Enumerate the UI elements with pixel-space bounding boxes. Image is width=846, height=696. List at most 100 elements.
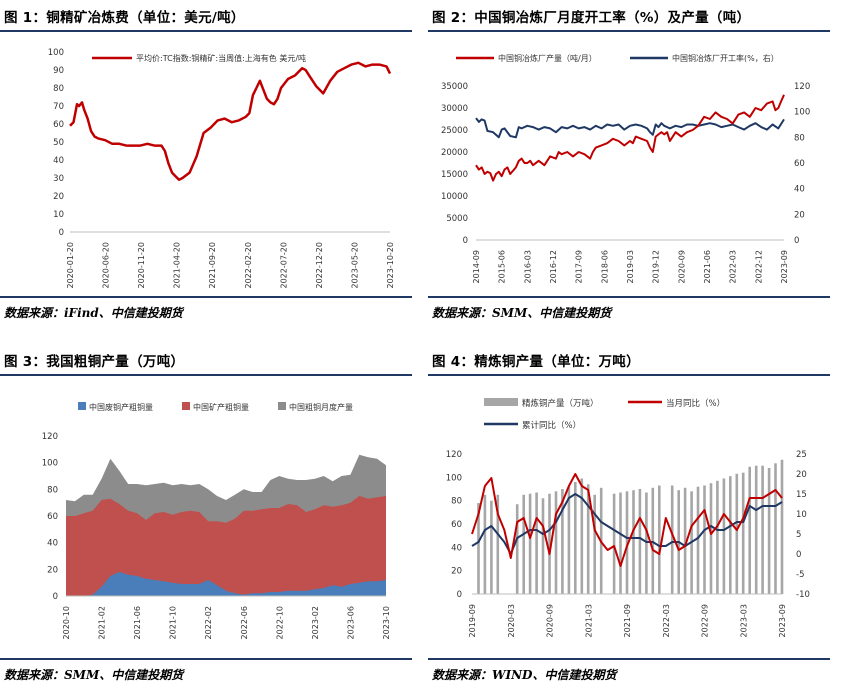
legend-swatch-0 [78,402,86,410]
y-axis-tick-10: 100 [48,48,64,58]
chart-3-blister-copper: 中国废铜产粗铜量 中国矿产粗铜量 中国粗铜月度产量 0 20 40 60 80 100 120 20… [42,402,391,639]
y2-axis-tick-0: -10 [796,590,810,600]
y-axis-tick-0: 0 [59,228,64,238]
panel-2-rule [428,30,830,32]
y-axis-tick-5: 25000 [441,126,468,136]
x-axis-tick-3: 2016-12 [549,250,558,283]
x-axis-tick-4: 2021-09 [623,604,632,637]
bar-43 [780,459,784,594]
panel-3-bottom-rule [0,658,412,660]
bar-36 [735,473,739,594]
series-mom-line [471,473,783,567]
bar-28 [683,487,687,594]
x-axis-tick-6: 2022-09 [701,604,710,637]
y-axis-tick-5: 50 [53,138,64,148]
bar-38 [748,466,751,594]
y-axis-tick-6: 120 [446,450,462,460]
bar-23 [645,492,648,594]
y-axis-tick-4: 20000 [441,148,468,158]
panel-2-title: 图 2：中国铜冶炼厂月度开工率（%）及产量（吨） [432,10,751,26]
bar-34 [722,478,726,594]
y-axis-tick-1: 20 [451,567,462,577]
y2-axis-tick-1: 20 [794,210,805,220]
panel-1-bottom-rule [0,296,412,298]
panel-1-title: 图 1：铜精矿冶炼费（单位：美元/吨） [4,10,245,26]
y-axis-tick-8: 80 [53,84,64,94]
bar-33 [716,480,719,594]
bar-31 [703,485,706,594]
bar-14 [580,478,584,594]
y-axis-tick-1: 10 [53,210,64,220]
panel-2-source: 数据来源：SMM、中信建投期货 [432,306,612,320]
y-axis-tick-2: 40 [451,543,462,553]
series-rate-line [475,117,785,139]
y-axis-tick-6: 60 [53,120,64,130]
panel-3-rule [0,374,412,376]
x-axis-tick-8: 2020-09 [677,250,686,283]
legend-swatch-1 [182,402,190,410]
x-axis-tick-7: 2022-12-20 [315,242,324,289]
x-axis-tick-8: 2023-06 [346,606,355,639]
chart-4-refined-copper: 精炼铜产量（万吨） 当月同比（%）累计同比（%）020406080100120-1… [446,398,810,637]
y2-axis-tick-7: 25 [796,450,807,460]
y2-axis-tick-1: -5 [796,570,804,580]
y-axis-tick-7: 35000 [441,82,468,92]
y2-axis-tick-2: 40 [794,185,805,195]
panel-4-rule [428,374,830,376]
legend-label-output: 中国铜冶炼厂产量（吨/月） [498,53,597,63]
x-axis-tick-6: 2022-10 [275,606,284,639]
x-axis-tick-8: 2023-05-20 [350,242,359,289]
x-axis-tick-2: 2021-06 [133,606,142,639]
legend-label-2: 中国粗铜月度产量 [289,402,353,412]
y-axis-tick-6: 120 [42,432,58,442]
y-axis-tick-7: 70 [53,102,64,112]
bar-21 [632,490,635,594]
y2-axis-tick-3: 60 [794,159,805,169]
panel-4-title: 图 4：精炼铜产量（单位：万吨） [432,354,640,370]
x-axis-tick-11: 2022-12 [754,250,763,283]
series-tc-line [69,61,392,182]
bar-32 [709,483,713,594]
x-axis-tick-9: 2023-10 [382,606,391,639]
y-axis-tick-2: 20 [53,192,64,202]
x-axis-tick-10: 2022-03 [729,250,738,283]
x-axis-tick-7: 2023-03 [739,604,748,637]
y-axis-tick-3: 30 [53,174,64,184]
bar-16 [593,494,596,594]
bar-15 [586,484,590,594]
panel-4-bottom-rule [428,658,830,660]
bar-11 [561,489,564,594]
chart-2-smelter-output: 中国铜冶炼厂产量（吨/月） 中国铜冶炼厂开工率(%，右） 0 5000 10000 150… [441,53,810,283]
x-axis-tick-5: 2018-06 [600,250,609,283]
y2-axis-tick-0: 0 [794,236,799,246]
legend-label-ytd: 累计同比（%） [522,420,581,431]
y-axis-tick-3: 15000 [441,170,468,180]
x-axis-tick-7: 2019-12 [652,250,661,283]
legend-label-tc: 平均价:TC指数:铜精矿:当周值:上海有色 美元/吨 [136,53,306,63]
x-axis-tick-5: 2022-02-20 [244,242,253,289]
y2-axis-tick-3: 5 [796,530,801,540]
bar-42 [774,463,777,594]
legend-label-mom: 当月同比（%） [666,398,725,409]
x-axis-tick-3: 2021-03 [584,604,593,637]
x-axis-tick-8: 2023-09 [778,604,787,637]
x-axis-tick-2: 2020-11-20 [137,242,146,289]
panel-3-source: 数据来源：SMM、中信建投期货 [4,668,184,682]
bar-26 [670,485,674,594]
panel-1-rule [0,30,412,32]
y-axis-tick-1: 5000 [446,214,468,224]
bar-7 [535,492,538,594]
bar-25 [658,485,661,594]
bar-30 [696,486,700,594]
bar-2 [490,500,493,594]
x-axis-tick-3: 2021-10 [169,606,178,639]
panel-1-source: 数据来源：iFind、中信建投期货 [4,306,183,320]
x-axis-tick-0: 2020-10 [62,606,71,639]
y-axis-tick-1: 20 [47,565,58,575]
x-axis-tick-0: 2019-09 [468,604,477,637]
bar-39 [754,465,758,594]
legend-label-1: 中国矿产粗铜量 [193,402,249,412]
bar-19 [619,492,622,594]
x-axis-tick-9: 2023-10-20 [386,242,395,289]
x-axis-tick-2: 2016-03 [523,250,532,283]
